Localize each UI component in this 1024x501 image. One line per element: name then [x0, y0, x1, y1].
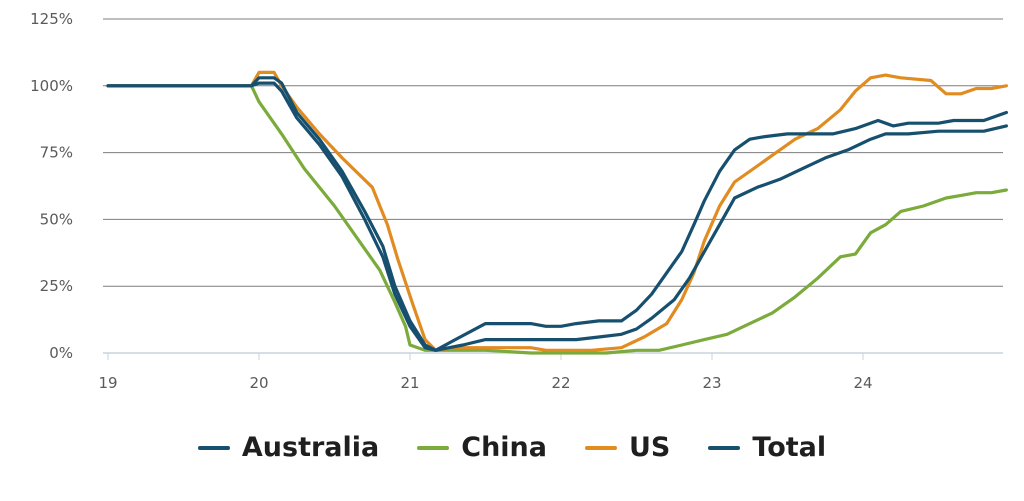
y-tick-label: 75%	[40, 144, 73, 162]
y-tick-label: 100%	[30, 77, 73, 95]
legend-swatch-us	[584, 445, 617, 450]
legend-label-china: China	[461, 432, 547, 463]
legend-item-china: China	[417, 432, 547, 463]
x-tick-label: 20	[249, 374, 268, 392]
series-lines	[106, 70, 1008, 355]
y-tick-label: 25%	[40, 277, 73, 295]
y-tick-label: 50%	[40, 210, 73, 228]
legend-label-total: Total	[752, 432, 827, 463]
x-tick-label: 22	[551, 374, 570, 392]
gridlines	[103, 18, 1003, 354]
y-tick-label: 0%	[49, 344, 73, 362]
y-tick-label: 125%	[30, 10, 73, 28]
series-line-china	[106, 84, 1008, 355]
x-tick-label: 19	[98, 374, 117, 392]
x-tick-label: 21	[400, 374, 419, 392]
y-axis: 0% 25% 50% 75% 100% 125%	[30, 10, 73, 362]
legend-swatch-australia	[197, 445, 230, 450]
legend: Australia China US Total	[0, 432, 1024, 463]
line-chart: 0% 25% 50% 75% 100% 125% 19 20 21 22 23 24	[30, 10, 1008, 392]
legend-label-us: US	[628, 432, 671, 463]
x-tick-label: 24	[853, 374, 872, 392]
legend-item-total: Total	[708, 432, 826, 463]
legend-swatch-china	[417, 445, 450, 450]
series-line-total	[106, 81, 1008, 352]
legend-swatch-total	[708, 445, 741, 450]
series-line-australia	[106, 76, 1008, 352]
x-tick-label: 23	[702, 374, 721, 392]
legend-label-australia: Australia	[241, 432, 380, 463]
x-axis: 19 20 21 22 23 24	[98, 353, 873, 392]
series-line-us	[106, 70, 1008, 352]
legend-item-australia: Australia	[197, 432, 380, 463]
legend-item-us: US	[584, 432, 671, 463]
